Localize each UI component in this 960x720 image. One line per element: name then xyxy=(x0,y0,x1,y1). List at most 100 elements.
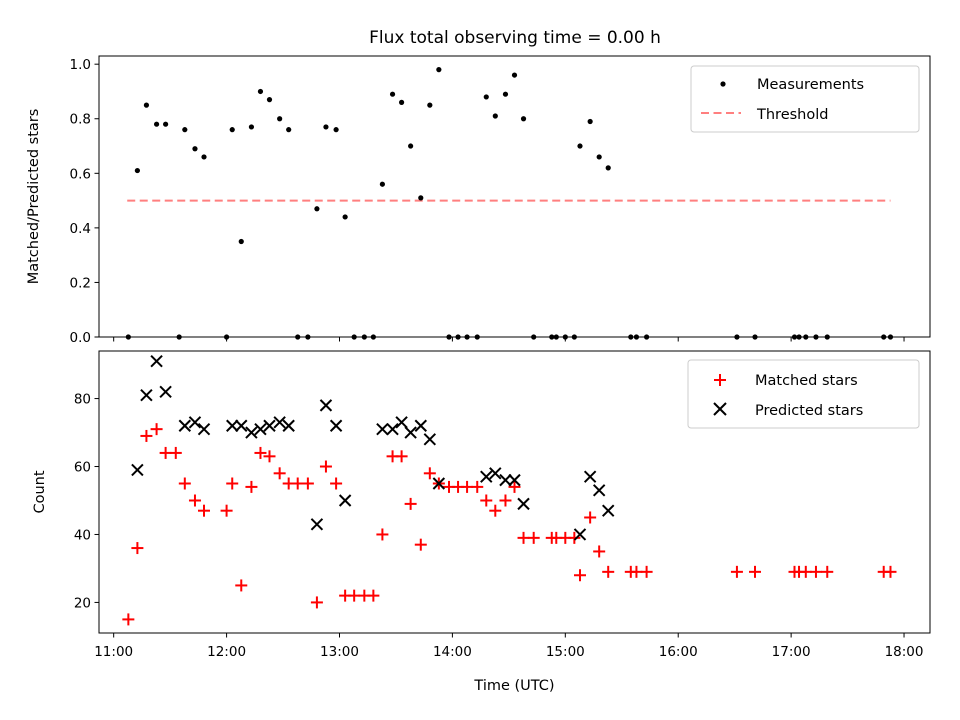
matched-star-point xyxy=(809,565,822,578)
measurement-point xyxy=(644,334,650,340)
matched-star-point xyxy=(489,504,502,517)
matched-star-point xyxy=(301,477,314,490)
measurement-point xyxy=(314,206,320,212)
measurement-point xyxy=(427,102,433,108)
bottom-y-ticks: 20 40 60 80 xyxy=(74,392,99,611)
measurement-point xyxy=(305,334,311,340)
legend-marker-measurements xyxy=(720,81,726,87)
measurement-point xyxy=(887,334,894,340)
matched-star-point xyxy=(263,450,276,463)
predicted-star-point xyxy=(310,518,324,531)
measurement-point xyxy=(803,334,809,340)
measurement-point xyxy=(791,334,798,340)
bottom-x-ticks: 11:00 12:00 13:00 14:00 15:00 16:00 17:00 18:00 xyxy=(94,633,923,660)
legend-label-matched: Matched stars xyxy=(755,373,858,389)
matched-star-point xyxy=(640,565,653,578)
predicted-star-point xyxy=(131,463,144,477)
predicted-star-point xyxy=(245,426,258,439)
measurement-point xyxy=(257,88,264,95)
predicted-star-point xyxy=(395,416,408,429)
matched-star-point xyxy=(122,613,135,626)
measurement-point xyxy=(176,334,182,340)
predicted-star-point xyxy=(338,494,352,507)
measurement-point xyxy=(436,67,442,73)
matched-star-point xyxy=(330,477,343,490)
measurement-point xyxy=(633,334,640,340)
matched-star-point xyxy=(150,423,163,436)
matched-star-point xyxy=(291,477,304,490)
top-y-tick-label: 1.0 xyxy=(70,57,91,73)
matched-star-point xyxy=(367,589,380,602)
measurement-point xyxy=(605,165,611,171)
bottom-y-tick-label: 80 xyxy=(74,392,91,408)
bottom-legend-box xyxy=(687,359,920,429)
top-panel: 0.0 0.2 0.4 0.6 0.8 1.0 Matched/Predicted sta… xyxy=(26,55,931,346)
predicted-star-point xyxy=(583,470,597,483)
measurement-point xyxy=(248,124,255,130)
measurement-point xyxy=(474,334,480,340)
predicted-star-point xyxy=(140,388,153,402)
measurement-point xyxy=(492,113,498,119)
measurement-point xyxy=(502,91,509,97)
matched-star-point xyxy=(471,480,484,493)
measurement-point xyxy=(398,99,405,105)
measurement-point xyxy=(333,127,339,133)
matched-star-point xyxy=(226,477,239,490)
measurement-point xyxy=(881,334,887,340)
bottom-y-tick-label: 40 xyxy=(74,527,91,543)
measurement-point xyxy=(153,121,160,127)
matched-star-point xyxy=(527,531,540,544)
top-y-tick-label: 0.0 xyxy=(70,330,91,346)
measurement-point xyxy=(520,116,527,122)
matched-star-point xyxy=(480,494,493,507)
predicted-star-point xyxy=(319,399,333,412)
measurement-point xyxy=(796,334,802,340)
x-tick-label: 16:00 xyxy=(659,644,698,660)
predicted-star-point xyxy=(197,422,211,436)
matched-star-point xyxy=(748,565,761,578)
measurement-point xyxy=(734,334,740,340)
predicted-star-point xyxy=(423,433,437,446)
predicted-star-point xyxy=(573,528,587,541)
predicted-star-point xyxy=(150,354,163,368)
measurement-point xyxy=(549,334,555,340)
x-tick-label: 15:00 xyxy=(546,644,585,660)
predicted-star-point xyxy=(499,473,512,487)
predicted-star-point xyxy=(159,385,172,398)
predicted-star-point xyxy=(254,422,267,436)
matched-star-point xyxy=(414,538,427,551)
measurement-point xyxy=(531,334,537,340)
predicted-star-point xyxy=(282,419,295,432)
bottom-y-tick-label: 20 xyxy=(74,595,91,611)
matched-star-point xyxy=(220,504,233,517)
predicted-star-point xyxy=(432,477,446,490)
measurement-point xyxy=(628,334,634,340)
matched-star-point xyxy=(348,589,361,602)
predicted-star-point xyxy=(414,419,427,432)
measurement-point xyxy=(483,94,489,100)
measurement-point xyxy=(361,334,367,340)
legend-label-predicted: Predicted stars xyxy=(755,403,863,419)
top-y-tick-label: 0.6 xyxy=(70,166,91,182)
measurement-point xyxy=(163,121,169,127)
matched-star-point xyxy=(630,565,643,578)
matched-star-point xyxy=(395,450,408,463)
matched-star-point xyxy=(198,504,211,517)
legend-label-measurements: Measurements xyxy=(757,77,864,93)
matched-star-point xyxy=(799,565,812,578)
predicted-star-point xyxy=(263,419,276,432)
predicted-star-point xyxy=(226,419,239,432)
matched-star-point xyxy=(376,528,389,541)
matched-star-point xyxy=(508,480,521,493)
x-tick-label: 18:00 xyxy=(885,644,924,660)
matched-star-point xyxy=(159,446,172,459)
measurement-point xyxy=(143,102,150,108)
measurement-point xyxy=(134,167,140,174)
measurement-point xyxy=(464,334,470,340)
top-y-tick-label: 0.2 xyxy=(70,275,91,291)
measurement-point xyxy=(553,334,559,340)
x-axis-label: Time (UTC) xyxy=(473,678,554,694)
measurement-point xyxy=(587,118,593,125)
measurement-point xyxy=(192,146,198,152)
